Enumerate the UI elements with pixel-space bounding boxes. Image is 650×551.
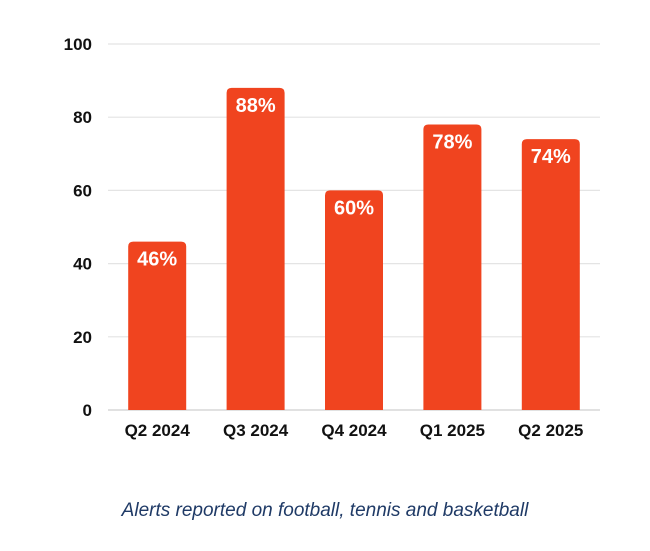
bar-data-label: 60% bbox=[334, 197, 374, 219]
x-tick-label: Q2 2025 bbox=[518, 421, 583, 440]
bar-data-label: 46% bbox=[137, 249, 177, 271]
y-tick-label: 20 bbox=[73, 328, 92, 347]
bar bbox=[521, 139, 580, 410]
x-tick-label: Q1 2025 bbox=[420, 421, 485, 440]
y-tick-label: 80 bbox=[73, 108, 92, 127]
bar-data-label: 74% bbox=[531, 146, 571, 168]
bar-data-label: 88% bbox=[236, 95, 276, 117]
y-tick-label: 100 bbox=[64, 35, 92, 54]
bar-data-label: 78% bbox=[432, 132, 472, 154]
x-tick-label: Q3 2024 bbox=[223, 421, 289, 440]
bar bbox=[128, 241, 187, 410]
y-tick-label: 0 bbox=[83, 401, 92, 420]
bar bbox=[423, 124, 482, 411]
bar bbox=[226, 87, 285, 411]
chart-caption: Alerts reported on football, tennis and … bbox=[121, 500, 529, 521]
bar bbox=[325, 190, 383, 410]
x-tick-label: Q2 2024 bbox=[125, 421, 191, 440]
y-tick-label: 60 bbox=[73, 181, 92, 200]
y-tick-label: 40 bbox=[73, 255, 92, 274]
x-tick-label: Q4 2024 bbox=[321, 421, 387, 440]
